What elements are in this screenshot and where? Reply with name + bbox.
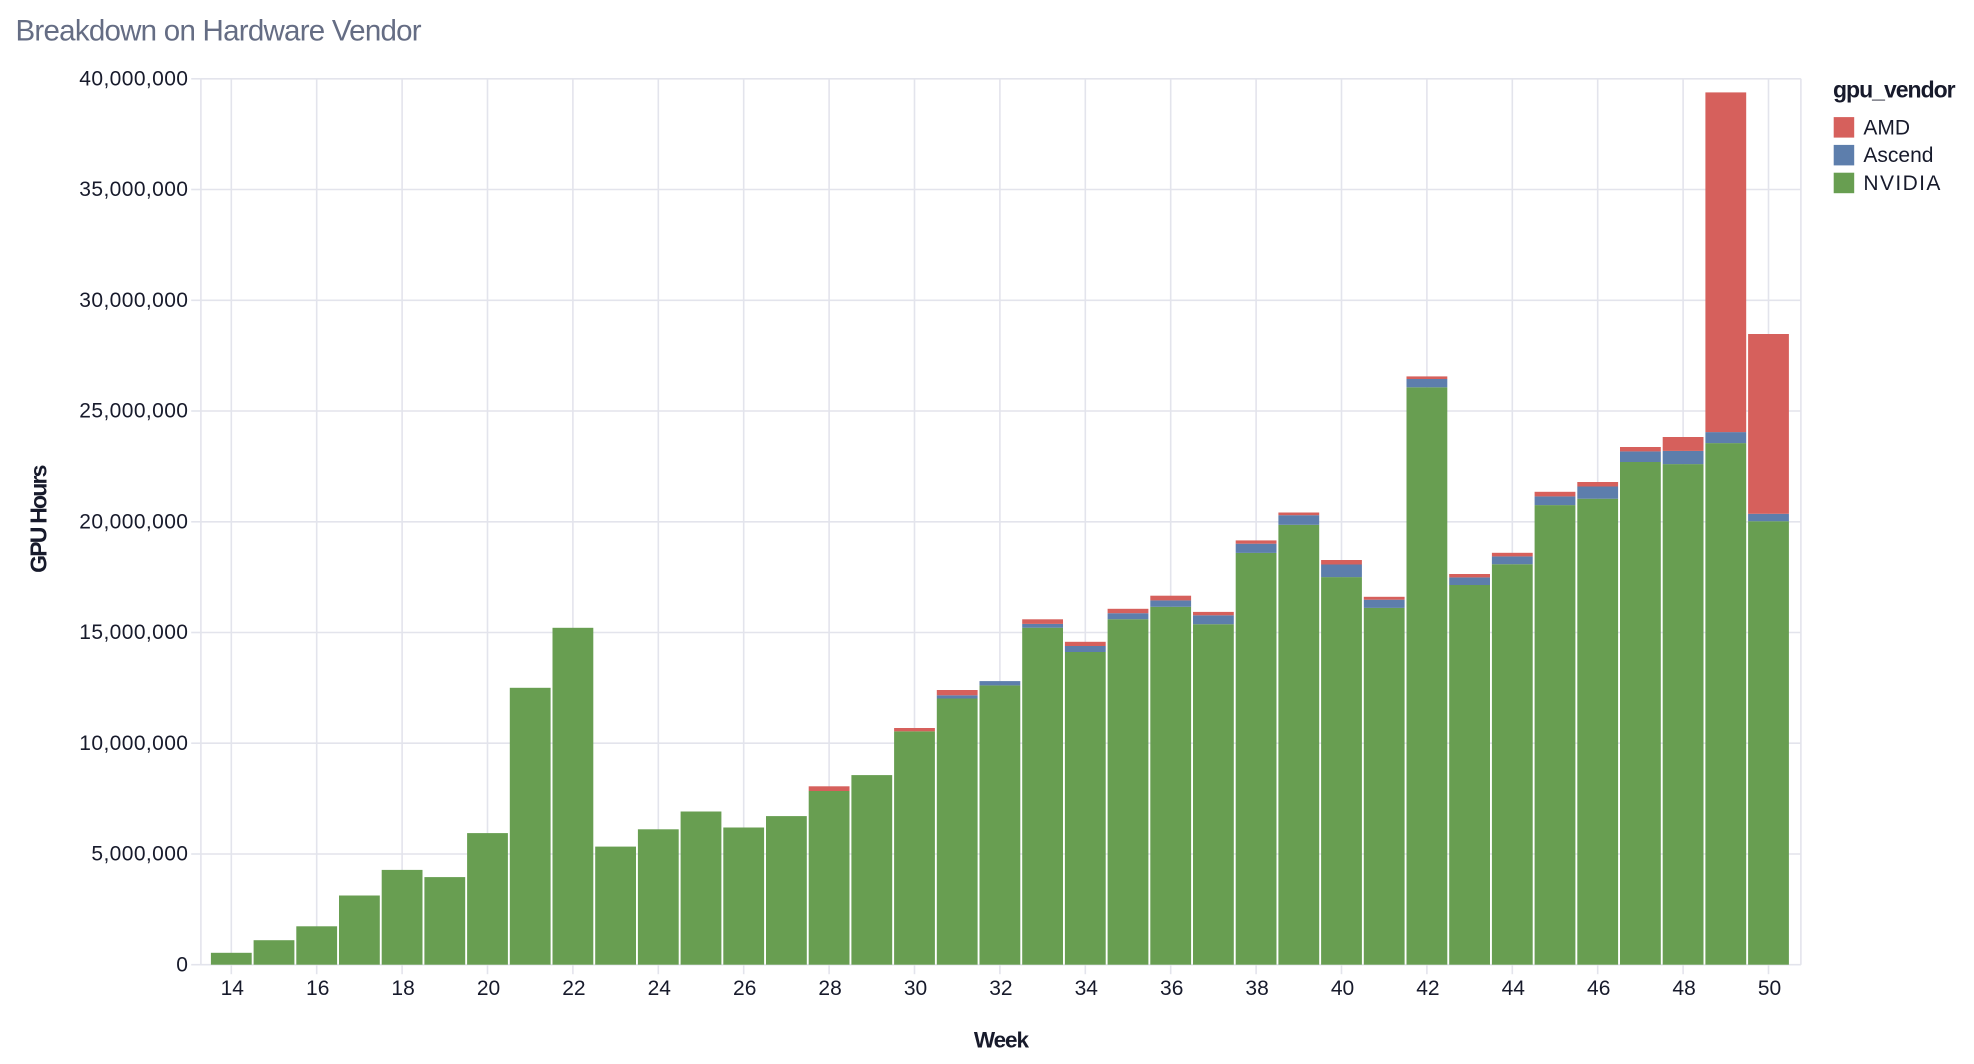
svg-text:38: 38 [1245, 977, 1268, 1000]
svg-text:34: 34 [1075, 977, 1099, 1000]
svg-text:30: 30 [904, 977, 927, 1000]
svg-text:Ascend: Ascend [1863, 144, 1933, 167]
svg-text:28: 28 [818, 977, 841, 1000]
svg-text:16: 16 [306, 977, 329, 1000]
svg-text:20,000,000: 20,000,000 [79, 511, 188, 534]
svg-text:46: 46 [1587, 977, 1610, 1000]
svg-text:50: 50 [1758, 977, 1781, 1000]
svg-text:14: 14 [221, 977, 245, 1000]
svg-text:18: 18 [391, 977, 414, 1000]
svg-text:35,000,000: 35,000,000 [79, 178, 188, 201]
svg-text:36: 36 [1160, 977, 1183, 1000]
svg-text:40,000,000: 40,000,000 [79, 68, 188, 91]
svg-text:10,000,000: 10,000,000 [79, 732, 188, 755]
svg-text:Breakdown on Hardware Vendor: Breakdown on Hardware Vendor [16, 15, 422, 48]
svg-text:AMD: AMD [1863, 116, 1910, 139]
svg-text:0: 0 [176, 953, 188, 976]
svg-text:GPU Hours: GPU Hours [26, 465, 52, 572]
svg-text:48: 48 [1672, 977, 1695, 1000]
svg-text:42: 42 [1416, 977, 1439, 1000]
svg-text:26: 26 [733, 977, 756, 1000]
svg-text:15,000,000: 15,000,000 [79, 621, 188, 644]
svg-text:gpu_vendor: gpu_vendor [1833, 77, 1956, 103]
svg-text:32: 32 [989, 977, 1012, 1000]
svg-text:24: 24 [648, 977, 672, 1000]
svg-text:5,000,000: 5,000,000 [91, 843, 188, 866]
svg-text:44: 44 [1502, 977, 1526, 1000]
svg-text:22: 22 [562, 977, 585, 1000]
svg-text:20: 20 [477, 977, 500, 1000]
svg-text:30,000,000: 30,000,000 [79, 289, 188, 312]
svg-text:Week: Week [974, 1028, 1030, 1053]
svg-text:NVIDIA: NVIDIA [1863, 172, 1941, 195]
svg-text:25,000,000: 25,000,000 [79, 400, 188, 423]
svg-text:40: 40 [1331, 977, 1354, 1000]
